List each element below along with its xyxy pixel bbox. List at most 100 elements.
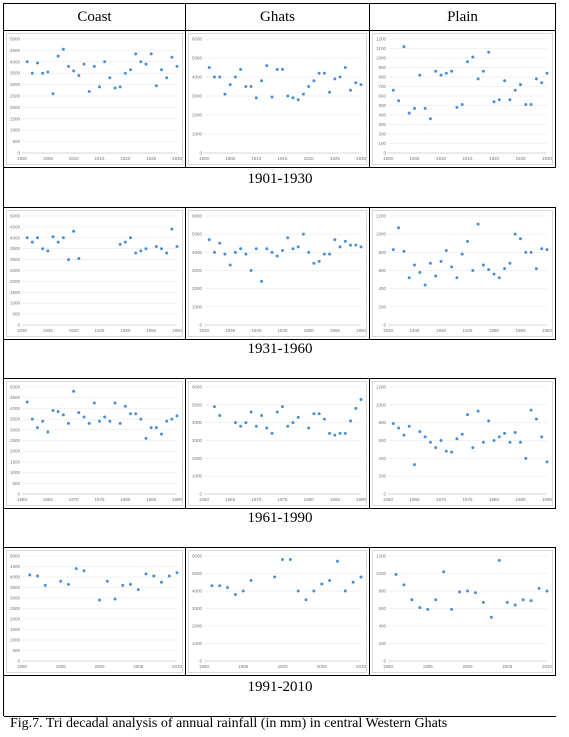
y-tick-label: 600 [378,94,386,99]
y-tick-label: 1000 [10,470,21,475]
y-tick-label: 1100 [376,46,386,51]
chart-frame [188,210,367,337]
data-point [286,236,290,240]
x-tick-label: 1945 [462,328,473,333]
data-point [450,265,454,269]
data-point [434,446,438,450]
data-point [460,252,464,256]
y-tick-label: 4000 [192,420,203,425]
data-point [56,240,60,244]
chart-frame [6,33,183,165]
x-tick-label: 1920 [120,156,131,161]
data-point [402,433,406,437]
data-point [307,426,311,430]
y-tick-label: 6000 [192,385,203,390]
x-tick-label: 1940 [436,328,447,333]
data-point [534,267,538,271]
data-point [434,69,438,73]
data-point [343,589,347,593]
data-point [273,575,277,579]
x-tick-label: 2010 [542,664,553,669]
data-point [296,415,300,419]
data-point [413,106,416,110]
data-point [286,424,290,428]
y-tick-label: 0 [199,323,202,328]
header-row: Coast Ghats Plain [4,4,556,31]
y-tick-label: 6000 [192,554,203,559]
x-tick-label: 1985 [515,497,526,502]
y-tick-label: 1200 [376,37,387,42]
y-tick-label: 800 [378,420,386,425]
y-tick-label: 900 [378,65,386,70]
data-point [537,586,541,590]
data-point [312,412,316,416]
y-tick-label: 700 [378,84,386,89]
data-point [72,389,76,393]
data-point [167,574,171,578]
data-point [291,96,295,100]
data-point [239,247,243,251]
data-point [226,586,230,589]
y-tick-label: 0 [199,492,202,497]
data-point [343,66,347,69]
y-tick-label: 3000 [192,94,203,99]
data-point [129,236,132,240]
data-point [98,598,101,602]
y-tick-label: 5000 [10,214,21,219]
x-tick-label: 1960 [383,497,394,502]
data-point [56,54,60,58]
x-tick-label: 1960 [542,328,553,333]
y-tick-label: 600 [378,438,386,443]
y-tick-label: 400 [378,456,386,461]
data-point [317,259,321,263]
data-point [402,583,406,587]
y-tick-label: 2000 [10,617,21,622]
x-tick-label: 1995 [238,664,249,669]
y-tick-label: 4500 [10,48,21,53]
data-point [175,245,179,249]
data-point [25,400,29,404]
period-label-1991-2010: 1991-2010 [4,676,556,717]
y-tick-label: 1200 [376,214,387,219]
data-point [402,249,406,253]
data-point [36,61,39,65]
data-point [265,64,269,68]
data-point [354,406,358,410]
scatter-plot: 0 500 1000 1500 2000 2500 3000 3500 4000 4500 5000… [6,210,183,337]
data-point [67,582,70,586]
y-tick-label: 2000 [192,624,203,629]
x-tick-label: 1990 [199,664,210,669]
x-tick-label: 1915 [462,156,473,161]
data-point [149,426,153,430]
data-point [281,405,284,409]
period-label-1961-1990: 1961-1990 [4,509,556,548]
data-point [481,69,485,73]
data-point [359,575,363,579]
x-tick-label: 1920 [489,156,500,161]
chart-frame [6,550,183,673]
data-point [36,236,39,240]
y-tick-label: 500 [12,312,20,317]
data-point [508,98,512,102]
data-point [492,100,496,104]
data-point [233,75,237,79]
data-point [359,397,363,401]
data-point [508,261,512,265]
x-tick-label: 1935 [225,328,236,333]
chart-frame [372,381,553,506]
data-point [450,607,454,611]
data-point [471,55,475,59]
data-point [98,419,101,423]
data-point [351,580,355,584]
data-point [338,245,342,249]
x-tick-label: 1955 [330,328,341,333]
data-point [139,249,143,253]
y-tick-label: 1000 [10,301,21,306]
data-point [118,421,122,425]
chart-plain-1901-1930: 0 100 200 300 400 500 600 700 800 900 1000 1100 1200… [372,33,553,165]
y-tick-label: 6000 [192,37,203,42]
data-point [144,436,148,440]
x-tick-label: 2000 [462,664,473,669]
data-point [402,45,406,49]
data-point [270,431,274,435]
